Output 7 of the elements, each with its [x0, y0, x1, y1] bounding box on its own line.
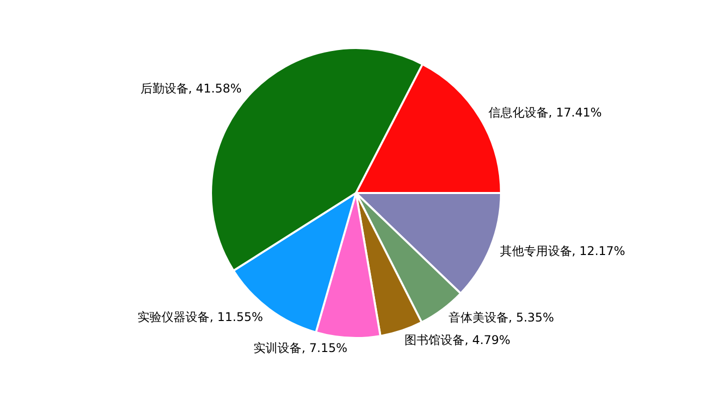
slice-label: 后勤设备, 41.58% — [140, 81, 242, 96]
slice-label: 音体美设备, 5.35% — [448, 310, 554, 325]
slice-label: 实验仪器设备, 11.55% — [138, 310, 264, 324]
slice-label: 实训设备, 7.15% — [254, 340, 348, 355]
slice-label: 图书馆设备, 4.79% — [404, 333, 510, 348]
slice-label: 信息化设备, 17.41% — [488, 105, 602, 120]
slice-label: 其他专用设备, 12.17% — [500, 244, 626, 258]
